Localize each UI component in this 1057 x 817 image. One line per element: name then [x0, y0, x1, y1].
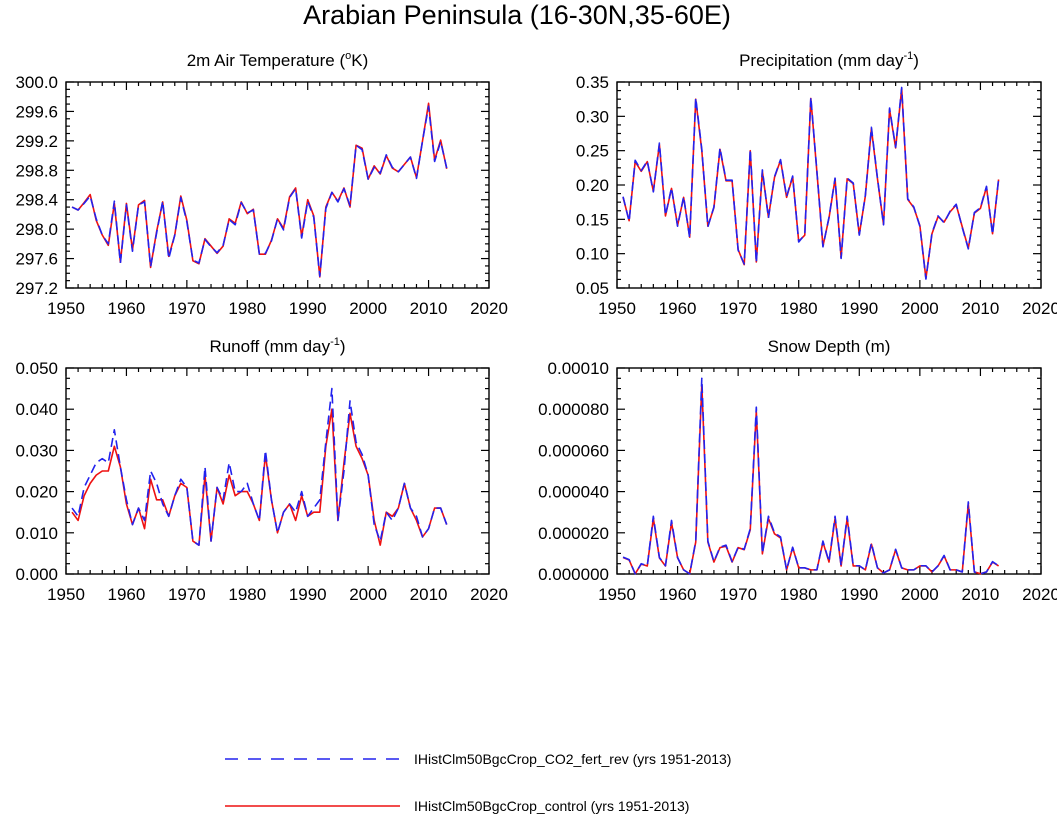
air-temperature-y-tick-label: 300.0	[15, 73, 58, 92]
runoff-y-tick-label: 0.040	[15, 400, 58, 419]
precipitation-x-tick-label: 1950	[598, 299, 636, 318]
runoff-series-control	[71, 408, 448, 546]
air-temperature-x-tick-label: 1990	[289, 299, 327, 318]
air-temperature-plot-frame	[65, 81, 490, 289]
panel-air-temperature: 2m Air Temperature (oK) 1950 1960 1970 1980 1…	[15, 50, 507, 318]
precipitation-y-tick-label: 0.35	[576, 73, 609, 92]
runoff-x-tick-label: 1960	[108, 585, 146, 604]
snow-depth-y-tick-label: 0.000040	[538, 483, 609, 502]
air-temperature-x-tick-label: 2010	[410, 299, 448, 318]
snow-depth-x-tick-label: 1960	[659, 585, 697, 604]
precipitation-x-tick-label: 2010	[962, 299, 1000, 318]
runoff-x-tick-label: 1990	[289, 585, 327, 604]
air-temperature-y-tick-label: 299.6	[15, 102, 58, 121]
air-temperature-x-tick-label: 2000	[349, 299, 387, 318]
snow-depth-y-tick-label: 0.00010	[548, 359, 609, 378]
air-temperature-x-tick-label: 1980	[228, 299, 266, 318]
snow-depth-x-tick-label: 1980	[780, 585, 818, 604]
runoff-x-tick-label: 1950	[47, 585, 85, 604]
runoff-x-tick-label: 1980	[228, 585, 266, 604]
precipitation-y-tick-label: 0.25	[576, 142, 609, 161]
air-temperature-y-tick-label: 298.0	[15, 220, 58, 239]
snow-depth-x-tick-label: 1970	[719, 585, 757, 604]
snow-depth-x-tick-label: 2000	[901, 585, 939, 604]
precipitation-y-tick-label: 0.05	[576, 279, 609, 298]
snow-depth-y-tick-label: 0.000020	[538, 524, 609, 543]
air-temperature-y-tick-label: 298.4	[15, 191, 58, 210]
precipitation-title: Precipitation (mm day-1)	[739, 50, 919, 70]
air-temperature-title: 2m Air Temperature (oK)	[187, 50, 369, 70]
runoff-y-tick-label: 0.030	[15, 441, 58, 460]
legend: IHistClm50BgcCrop_CO2_fert_rev (yrs 1951…	[225, 751, 731, 814]
runoff-y-tick-label: 0.000	[15, 565, 58, 584]
figure-title: Arabian Peninsula (16-30N,35-60E)	[303, 0, 731, 30]
air-temperature-x-tick-label: 1960	[108, 299, 146, 318]
snow-depth-y-tick-label: 0.000000	[538, 565, 609, 584]
precipitation-x-tick-label: 1980	[780, 299, 818, 318]
precipitation-y-tick-label: 0.15	[576, 210, 609, 229]
runoff-x-tick-label: 2010	[410, 585, 448, 604]
air-temperature-series-co2-fert-rev	[71, 105, 448, 278]
runoff-y-tick-label: 0.020	[15, 483, 58, 502]
runoff-y-tick-label: 0.050	[15, 359, 58, 378]
snow-depth-x-tick-label: 1950	[598, 585, 636, 604]
air-temperature-x-tick-label: 2020	[470, 299, 508, 318]
snow-depth-x-tick-label: 1990	[840, 585, 878, 604]
precipitation-x-tick-label: 2000	[901, 299, 939, 318]
runoff-series-co2-fert-rev	[71, 387, 448, 546]
legend-label-control: IHistClm50BgcCrop_control (yrs 1951-2013…	[414, 798, 689, 814]
snow-depth-x-tick-label: 2020	[1022, 585, 1057, 604]
precipitation-x-tick-label: 1990	[840, 299, 878, 318]
snow-depth-plot-frame	[616, 367, 1042, 575]
air-temperature-y-tick-label: 297.2	[15, 279, 58, 298]
precipitation-y-tick-label: 0.20	[576, 176, 609, 195]
air-temperature-y-tick-label: 297.6	[15, 250, 58, 269]
runoff-x-tick-label: 2000	[349, 585, 387, 604]
precipitation-x-tick-label: 1970	[719, 299, 757, 318]
precipitation-plot-frame	[616, 81, 1042, 289]
runoff-plot-frame	[65, 367, 490, 575]
precipitation-x-tick-label: 2020	[1022, 299, 1057, 318]
snow-depth-series-control	[622, 383, 1000, 575]
precipitation-series-co2-fert-rev	[622, 86, 1000, 280]
air-temperature-x-tick-label: 1950	[47, 299, 85, 318]
snow-depth-title: Snow Depth (m)	[768, 337, 891, 356]
panel-runoff: Runoff (mm day-1) 1950 1960 1970 1980 1990 200…	[15, 336, 507, 604]
air-temperature-x-tick-label: 1970	[168, 299, 206, 318]
precipitation-y-tick-label: 0.30	[576, 107, 609, 126]
panel-precipitation: Precipitation (mm day-1) 1950 1960 1970 1980…	[576, 50, 1057, 318]
snow-depth-x-tick-label: 2010	[962, 585, 1000, 604]
precipitation-x-tick-label: 1960	[659, 299, 697, 318]
snow-depth-y-tick-label: 0.000060	[538, 441, 609, 460]
runoff-title: Runoff (mm day-1)	[209, 336, 345, 356]
panel-snow-depth: Snow Depth (m) 1950 1960 1970 1980 1990 2000 20…	[538, 337, 1057, 604]
runoff-y-tick-label: 0.010	[15, 524, 58, 543]
air-temperature-y-tick-label: 299.2	[15, 132, 58, 151]
snow-depth-y-tick-label: 0.000080	[538, 400, 609, 419]
legend-label-co2-fert-rev: IHistClm50BgcCrop_CO2_fert_rev (yrs 1951…	[414, 751, 731, 767]
snow-depth-series-co2-fert-rev	[622, 377, 1000, 575]
runoff-x-tick-label: 2020	[470, 585, 508, 604]
air-temperature-y-tick-label: 298.8	[15, 161, 58, 180]
precipitation-y-tick-label: 0.10	[576, 245, 609, 264]
precipitation-series-control	[622, 88, 1000, 280]
runoff-x-tick-label: 1970	[168, 585, 206, 604]
